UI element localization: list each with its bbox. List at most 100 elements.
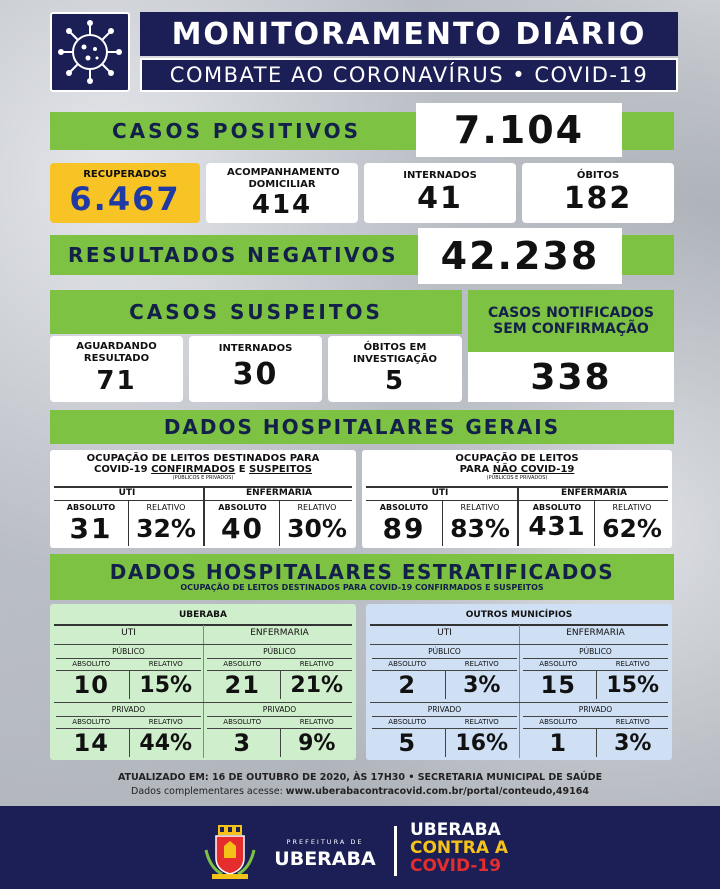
uberaba-enf-pub-rel: 21%	[290, 673, 344, 698]
uberaba-enf-pub-header: PÚBLICO	[263, 647, 296, 656]
outros-uti-pub-rel-label: RELATIVO	[464, 660, 499, 668]
outros-uti-header: UTI	[437, 628, 452, 638]
uberaba-enf-priv-abs: 3	[233, 729, 252, 757]
footer-pref-small: PREFEITURA DE	[286, 838, 364, 846]
naocovid-uti-rel-label: RELATIVO	[460, 503, 500, 512]
domiciliar-value: 414	[251, 190, 313, 220]
recuperados-label: RECUPERADOS	[83, 169, 167, 180]
recuperados-card: RECUPERADOS 6.467	[50, 163, 200, 223]
outros-uti-priv-rel: 16%	[455, 731, 509, 756]
update-line2: Dados complementares acesse: www.uberaba…	[131, 786, 589, 797]
naocovid-enf-header: ENFERMARIA	[560, 488, 628, 498]
aguardando-card: AGUARDANDO RESULTADO 71	[50, 336, 183, 402]
internados-label: INTERNADOS	[403, 170, 477, 181]
covid-enf-rel-label: RELATIVO	[297, 503, 337, 512]
outros-enf-priv-rel-label: RELATIVO	[615, 718, 650, 726]
sep	[56, 670, 201, 671]
outros-enf-priv-header: PRIVADO	[578, 705, 613, 714]
uberaba-uti-pub-abs: 10	[73, 671, 109, 699]
naocovid-title-line2: PARA NÃO COVID-19	[459, 464, 575, 475]
outros-enf-pub-header: PÚBLICO	[579, 647, 612, 656]
naocovid-enf-abs: 431	[528, 512, 586, 542]
obitos-card: ÓBITOS 182	[522, 163, 674, 223]
outros-enf-pub-abs-label: ABSOLUTO	[539, 660, 578, 668]
covid-enf-header: ENFERMARIA	[245, 488, 313, 498]
notificados-value: 338	[468, 352, 674, 402]
table-covid: OCUPAÇÃO DE LEITOS DESTINADOS PARA COVID…	[50, 450, 356, 548]
coat-of-arms-icon	[204, 825, 256, 879]
outros-uti-pub-abs-label: ABSOLUTO	[388, 660, 427, 668]
uberaba-uti-priv-header: PRIVADO	[111, 705, 146, 714]
uberaba-enf-pub-rel-label: RELATIVO	[299, 660, 334, 668]
outros-enf-pub-rel-label: RELATIVO	[615, 660, 650, 668]
notificados-card: CASOS NOTIFICADOS SEM CONFIRMAÇÃO	[468, 290, 674, 352]
site-link[interactable]: www.uberabacontracovid.com.br/portal/con…	[285, 786, 589, 797]
uberaba-uti-priv-rel-label: RELATIVO	[148, 718, 183, 726]
sep	[128, 671, 130, 699]
outros-name: OUTROS MUNICÍPIOS	[465, 610, 573, 620]
campaign-line2: CONTRA A	[410, 838, 509, 858]
outros-uti-priv-header: PRIVADO	[427, 705, 462, 714]
naocovid-uti-abs: 89	[382, 512, 426, 545]
aguardando-label: AGUARDANDO RESULTADO	[76, 341, 157, 364]
update-line1: ATUALIZADO EM: 16 DE OUTUBRO DE 2020, ÀS…	[117, 772, 603, 783]
covid-uti-rel-label: RELATIVO	[146, 503, 186, 512]
campaign-line3: COVID-19	[410, 856, 502, 876]
outros-uti-pub-rel: 3%	[463, 673, 501, 698]
virus-icon	[58, 20, 122, 84]
sep	[372, 716, 517, 717]
covid-title-line1: OCUPAÇÃO DE LEITOS DESTINADOS PARA	[86, 453, 320, 464]
sep	[370, 644, 668, 645]
sep	[207, 716, 352, 717]
outros-enf-pub-rel: 15%	[606, 673, 660, 698]
uberaba-uti-pub-header: PÚBLICO	[112, 647, 145, 656]
panel-outros: OUTROS MUNICÍPIOS UTI ENFERMARIA PÚBLICO ABS…	[366, 604, 672, 760]
internados-card: INTERNADOS 41	[364, 163, 516, 223]
campaign-line1: UBERABA	[410, 820, 501, 840]
outros-enf-header: ENFERMARIA	[566, 628, 625, 638]
outros-enf-priv-rel: 3%	[614, 731, 652, 756]
sep	[207, 670, 352, 671]
covid-uti-abs-label: ABSOLUTO	[66, 503, 116, 512]
sep	[203, 625, 204, 758]
uberaba-uti-priv-abs: 14	[73, 729, 109, 757]
sep	[279, 729, 281, 757]
estratificados-header: DADOS HOSPITALARES ESTRATIFICADOS OCUPAÇ…	[50, 554, 674, 600]
susp-internados-card: INTERNADOS 30	[189, 336, 322, 402]
naocovid-uti-header: UTI	[431, 488, 449, 498]
uberaba-uti-pub-rel: 15%	[139, 673, 193, 698]
sep	[595, 729, 597, 757]
uberaba-uti-priv-rel: 44%	[139, 731, 193, 756]
outros-enf-priv-abs: 1	[549, 729, 568, 757]
uberaba-uti-priv-abs-label: ABSOLUTO	[72, 718, 111, 726]
covid-uti-header: UTI	[118, 488, 136, 498]
sep	[523, 728, 668, 729]
sep	[523, 670, 668, 671]
footer-pref-city: UBERABA	[274, 848, 376, 870]
domiciliar-label: ACOMPANHAMENTO DOMICILIAR	[227, 167, 340, 190]
obitos-invest-value: 5	[384, 366, 406, 396]
obitos-label: ÓBITOS	[576, 170, 620, 181]
table-nao-covid: OCUPAÇÃO DE LEITOS PARA NÃO COVID-19 (PÚ…	[362, 450, 672, 548]
covid-enf-abs-label: ABSOLUTO	[218, 503, 267, 512]
recuperados-value: 6.467	[69, 180, 181, 218]
sep	[372, 728, 517, 729]
uberaba-enf-pub-abs-label: ABSOLUTO	[223, 660, 262, 668]
susp-internados-value: 30	[232, 357, 279, 392]
sep	[207, 658, 352, 659]
uberaba-enf-pub-abs: 21	[224, 671, 260, 699]
covid-note: (PÚBLICOS E PRIVADOS)	[172, 475, 234, 481]
sep	[56, 658, 201, 659]
sep	[370, 702, 668, 703]
city-coat-of-arms	[204, 824, 256, 880]
internados-value: 41	[417, 181, 463, 216]
sep	[444, 729, 446, 757]
naocovid-note: (PÚBLICOS E PRIVADOS)	[486, 475, 548, 481]
sep	[372, 670, 517, 671]
sep	[444, 671, 446, 699]
sep	[372, 658, 517, 659]
sep	[54, 702, 352, 703]
covid-enf-rel: 30%	[287, 514, 347, 543]
estratificados-subtitle: OCUPAÇÃO DE LEITOS DESTINADOS PARA COVID…	[180, 583, 544, 592]
header-title: MONITORAMENTO DIÁRIO	[140, 12, 678, 56]
